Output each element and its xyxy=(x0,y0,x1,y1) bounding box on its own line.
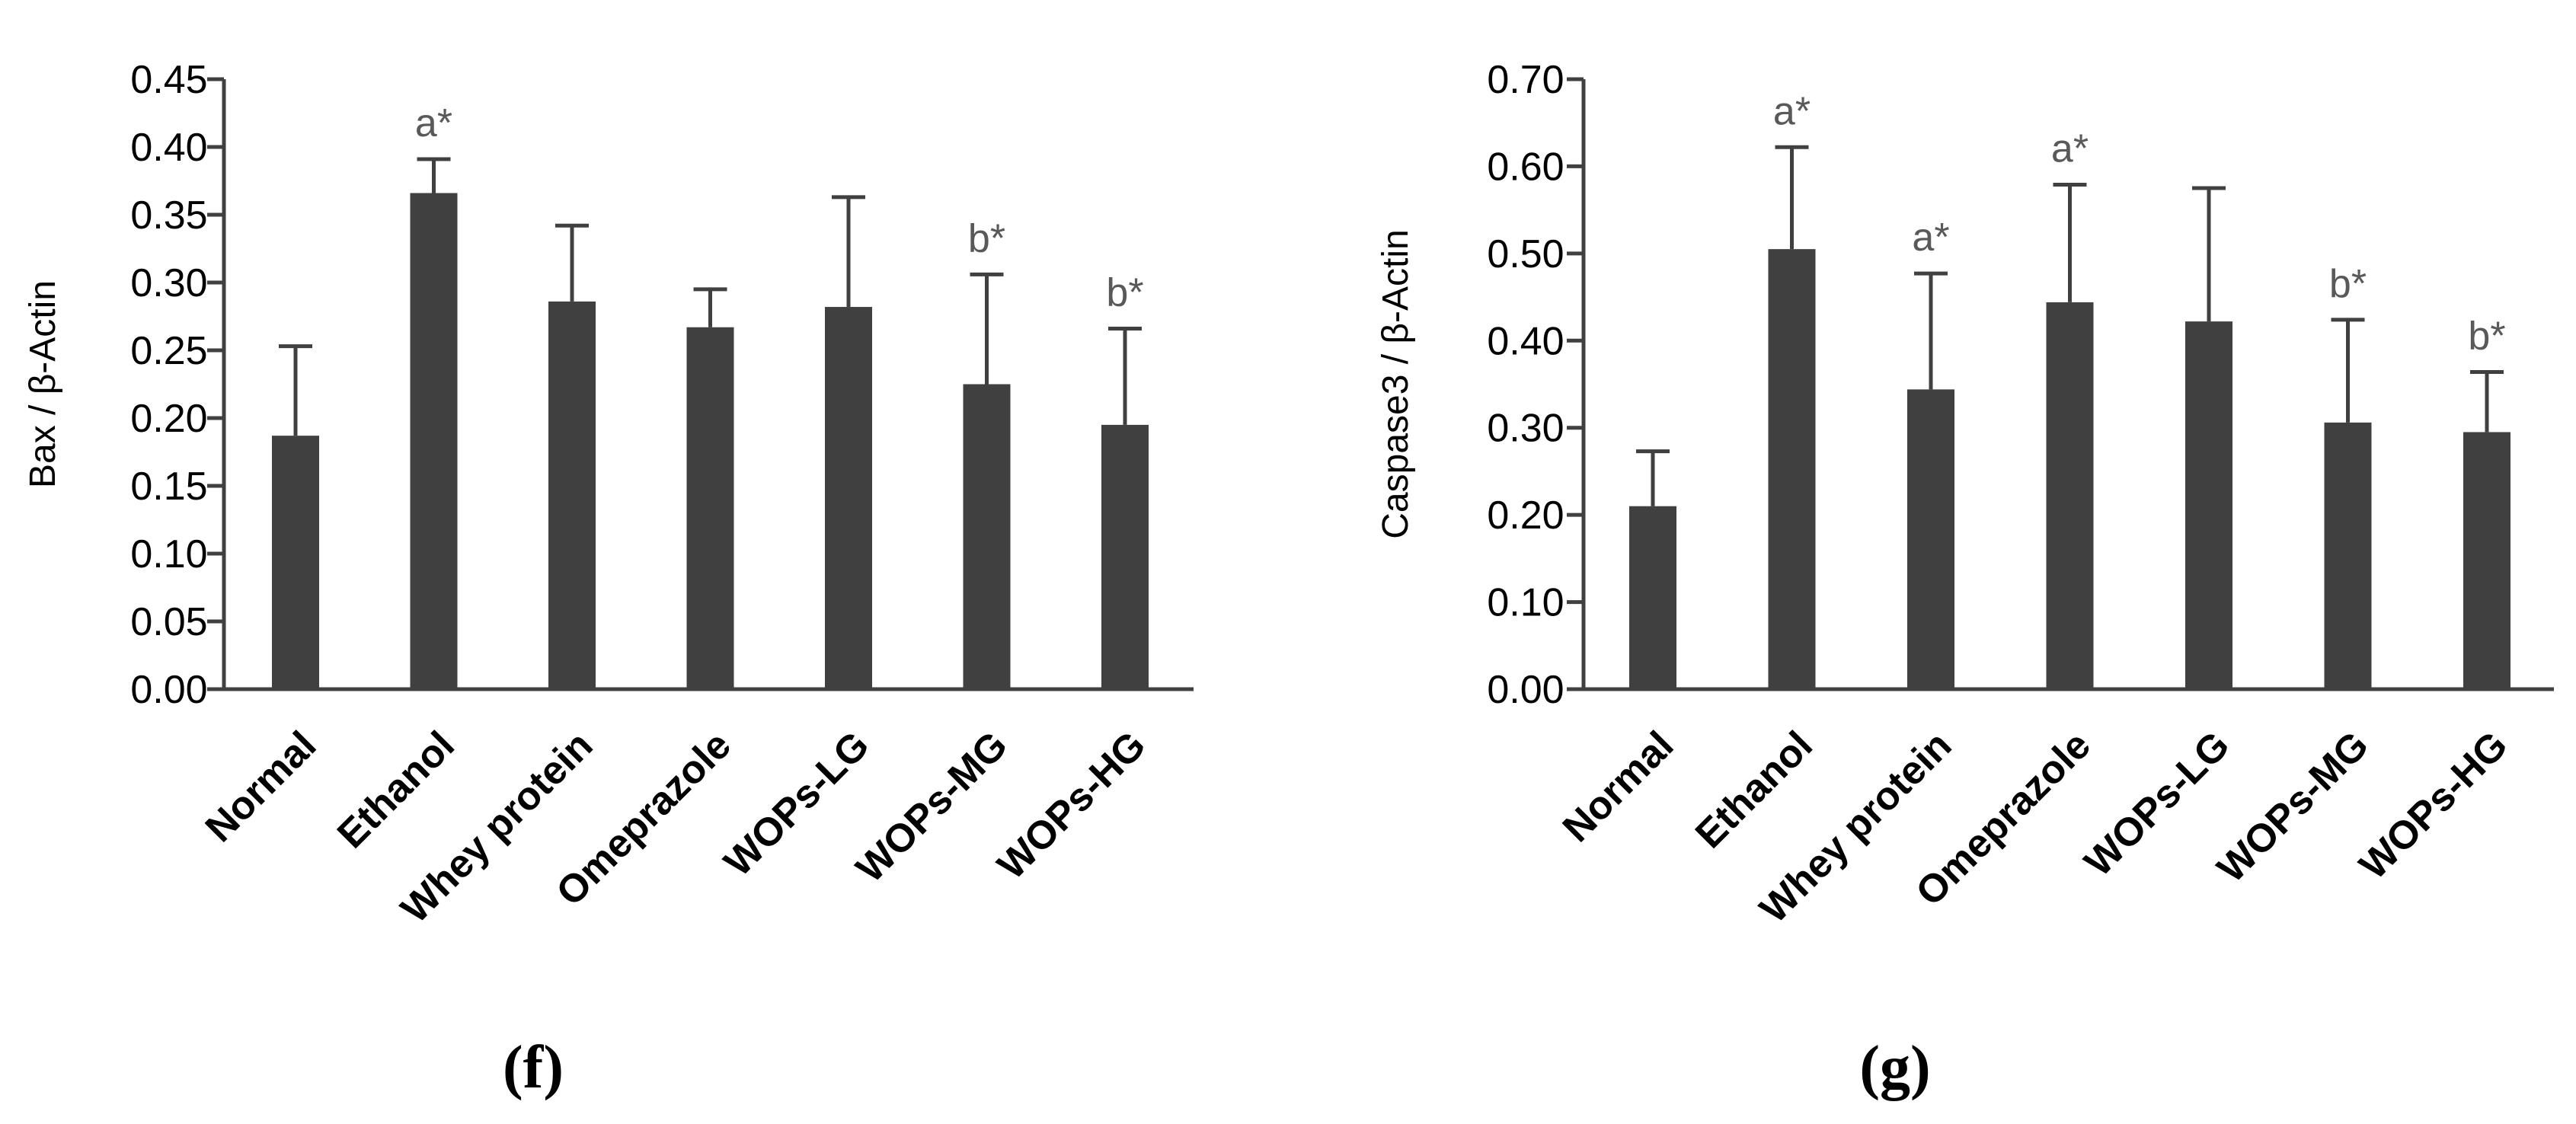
x-tick-label: Normal xyxy=(197,723,325,851)
significance-label: b* xyxy=(2329,262,2367,306)
y-tick-label: 0.25 xyxy=(130,329,207,373)
x-tick-label: WOPs-HG xyxy=(2351,723,2517,888)
x-tick-label: Ethanol xyxy=(1687,723,1821,857)
x-tick-label: Ethanol xyxy=(329,723,463,857)
panel-label: (g) xyxy=(1859,1034,1930,1101)
significance-label: a* xyxy=(1773,89,1811,133)
y-tick-label: 0.10 xyxy=(130,532,207,576)
bar xyxy=(963,384,1011,689)
y-tick-label: 0.05 xyxy=(130,600,207,644)
y-axis-title: Caspase3 / β-Actin xyxy=(1376,229,1416,538)
significance-label: b* xyxy=(968,216,1005,260)
x-tick-label: Normal xyxy=(1555,723,1683,851)
y-tick-label: 0.30 xyxy=(130,261,207,305)
bar xyxy=(1101,424,1149,689)
x-tick-label: WOPs-HG xyxy=(989,723,1155,888)
bar xyxy=(2463,432,2510,689)
y-tick-label: 0.45 xyxy=(130,58,207,102)
bar xyxy=(1907,389,1954,689)
chart-bax: 0.00 0.05 0.10 0.15 0.20 0.25 0.30 0.35 0.40 0.45… xyxy=(23,58,1194,1101)
y-axis-title: Bax / β-Actin xyxy=(23,280,63,488)
panel-label: (f) xyxy=(503,1034,564,1101)
y-tick-label: 0.70 xyxy=(1487,58,1564,102)
y-tick-label: 0.20 xyxy=(1487,493,1564,538)
x-tick-label: WOPs-MG xyxy=(2209,723,2377,891)
y-tick-label: 0.40 xyxy=(1487,319,1564,363)
y-tick-label: 0.00 xyxy=(130,668,207,712)
significance-label: b* xyxy=(2468,314,2505,358)
significance-label: a* xyxy=(2051,126,2089,171)
bar xyxy=(2185,321,2232,689)
significance-label: a* xyxy=(415,101,452,145)
y-tick-label: 0.60 xyxy=(1487,145,1564,189)
y-tick-label: 0.50 xyxy=(1487,232,1564,276)
y-tick-label: 0.35 xyxy=(130,193,207,238)
x-tick-label: WOPs-MG xyxy=(848,723,1016,891)
y-tick-label: 0.20 xyxy=(130,397,207,441)
bar xyxy=(2324,422,2372,689)
bar xyxy=(272,436,319,689)
y-tick-label: 0.30 xyxy=(1487,407,1564,451)
bar xyxy=(2046,302,2094,689)
y-tick-label: 0.10 xyxy=(1487,581,1564,625)
significance-label: a* xyxy=(1912,216,1949,260)
chart-caspase3: 0.00 0.10 0.20 0.30 0.40 0.50 0.60 0.70 Caspase3… xyxy=(1376,58,2554,1101)
bar xyxy=(686,327,734,689)
significance-label: b* xyxy=(1106,271,1143,315)
bar xyxy=(410,193,458,689)
y-tick-label: 0.40 xyxy=(130,126,207,170)
y-tick-label: 0.00 xyxy=(1487,668,1564,712)
bar xyxy=(548,301,596,689)
bar xyxy=(1768,249,1816,689)
bar xyxy=(1629,506,1676,689)
bar xyxy=(825,307,872,689)
y-tick-label: 0.15 xyxy=(130,465,207,509)
